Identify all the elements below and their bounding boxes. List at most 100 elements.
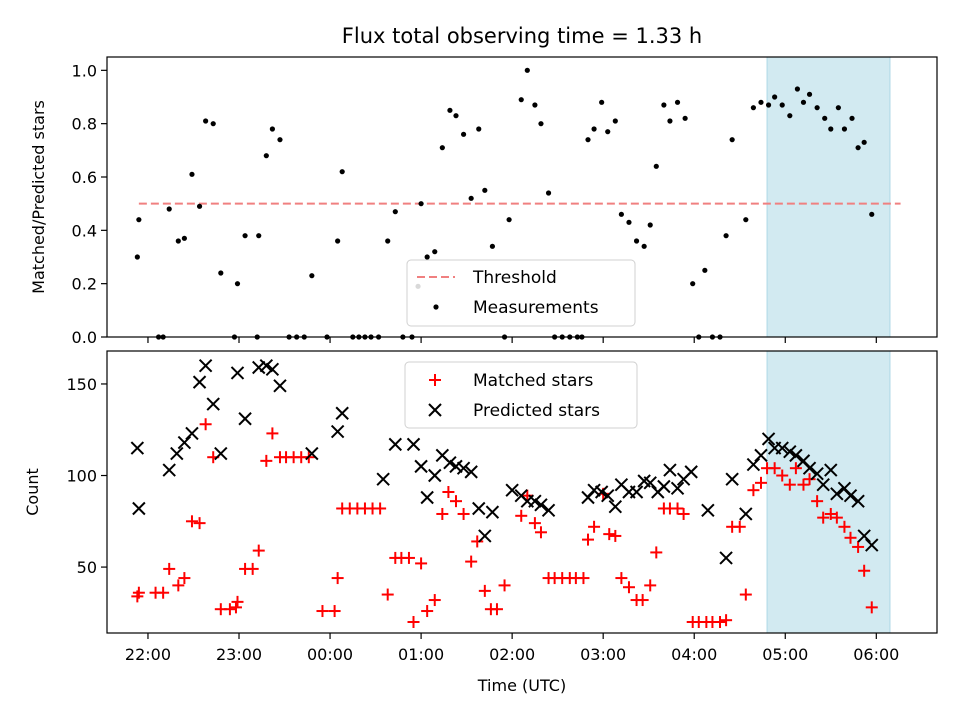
predicted-point bbox=[505, 483, 519, 497]
matched-point bbox=[817, 511, 830, 524]
measurement-point bbox=[828, 126, 834, 132]
matched-point bbox=[636, 594, 649, 607]
measurement-point bbox=[453, 113, 459, 119]
predicted-point bbox=[701, 503, 715, 518]
predicted-point bbox=[857, 529, 871, 543]
predicted-point bbox=[388, 437, 403, 452]
measurement-point bbox=[861, 139, 867, 145]
predicted-point bbox=[162, 463, 176, 477]
measurement-point bbox=[203, 118, 209, 124]
measurement-point bbox=[599, 99, 605, 105]
x-tick-label: 23:00 bbox=[216, 645, 262, 664]
matched-point bbox=[457, 507, 470, 520]
legend-threshold-label: Threshold bbox=[472, 268, 557, 288]
predicted-point bbox=[761, 432, 776, 446]
measurement-point bbox=[218, 270, 224, 276]
measurement-point bbox=[772, 94, 778, 100]
x-tick-label: 00:00 bbox=[307, 645, 353, 664]
matched-point bbox=[421, 605, 434, 618]
predicted-point bbox=[192, 375, 207, 389]
legend-measurement-swatch bbox=[433, 304, 439, 310]
matched-point bbox=[747, 484, 760, 497]
x-tick-label: 01:00 bbox=[398, 645, 444, 664]
matched-point bbox=[185, 515, 198, 528]
predicted-point bbox=[789, 448, 803, 463]
measurement-point bbox=[765, 102, 772, 108]
x-tick-label: 06:00 bbox=[853, 645, 899, 664]
y-tick-label: 0.4 bbox=[72, 221, 97, 240]
bottom-legend-box bbox=[404, 361, 638, 429]
measurement-point bbox=[750, 105, 756, 111]
matched-point bbox=[436, 507, 449, 520]
measurement-point bbox=[661, 102, 667, 108]
matched-point bbox=[852, 540, 865, 553]
predicted-point bbox=[335, 406, 349, 420]
measurement-point bbox=[841, 126, 848, 132]
measurement-point bbox=[729, 137, 735, 143]
matched-point bbox=[622, 581, 635, 594]
y-tick-label: 0.6 bbox=[72, 168, 97, 187]
predicted-point bbox=[746, 457, 761, 472]
matched-point bbox=[534, 526, 547, 539]
measurement-point bbox=[269, 126, 275, 132]
measurement-point bbox=[242, 233, 248, 239]
top-legend: Threshold Measurements bbox=[406, 259, 636, 327]
predicted-point bbox=[684, 465, 698, 479]
measurement-point bbox=[234, 281, 241, 287]
measurement-point bbox=[468, 195, 474, 201]
legend-matched-label: Matched stars bbox=[473, 371, 593, 391]
x-tick-label: 02:00 bbox=[489, 645, 535, 664]
y-tick-label: 0.0 bbox=[72, 328, 97, 347]
measurement-point bbox=[674, 99, 681, 105]
predicted-point bbox=[230, 366, 245, 380]
matched-point bbox=[231, 595, 244, 608]
measurement-point bbox=[385, 238, 391, 244]
matched-point bbox=[266, 427, 279, 440]
predicted-point bbox=[252, 360, 266, 375]
measurement-point bbox=[339, 169, 345, 175]
matched-point bbox=[252, 544, 265, 557]
matched-point bbox=[609, 529, 622, 542]
matched-point bbox=[157, 586, 170, 599]
predicted-point bbox=[420, 490, 434, 505]
matched-point bbox=[671, 502, 684, 515]
matched-point bbox=[449, 495, 462, 508]
matched-point bbox=[865, 601, 878, 614]
measurement-point bbox=[794, 86, 801, 92]
predicted-point bbox=[478, 529, 492, 543]
predicted-point bbox=[414, 459, 428, 474]
measurement-point bbox=[166, 206, 172, 212]
measurement-point bbox=[647, 222, 653, 228]
measurement-point bbox=[439, 145, 445, 151]
x-tick-label: 04:00 bbox=[671, 645, 717, 664]
measurement-point bbox=[506, 217, 512, 223]
y-tick-label: 50 bbox=[77, 558, 97, 577]
matched-point bbox=[193, 517, 206, 530]
x-axis-label: Time (UTC) bbox=[477, 676, 566, 695]
matched-point bbox=[402, 551, 415, 564]
predicted-point bbox=[802, 461, 817, 475]
matched-point bbox=[428, 594, 441, 607]
predicted-point bbox=[170, 446, 184, 461]
matched-point bbox=[677, 507, 690, 520]
measurement-point bbox=[482, 187, 488, 193]
legend-matched-swatch bbox=[429, 374, 441, 386]
matched-point bbox=[824, 507, 837, 520]
top-axes-frame bbox=[106, 56, 938, 338]
matched-point bbox=[733, 520, 746, 533]
matched-point bbox=[603, 528, 616, 541]
measurement-point bbox=[814, 105, 820, 111]
measurement-point bbox=[869, 211, 875, 217]
measurement-point bbox=[460, 131, 467, 137]
chart-title: Flux total observing time = 1.33 h bbox=[342, 24, 702, 48]
predicted-point bbox=[754, 448, 768, 463]
matched-point bbox=[132, 586, 145, 599]
predicted-point bbox=[865, 538, 879, 552]
matched-point bbox=[844, 531, 857, 544]
measurement-point bbox=[309, 273, 315, 279]
matched-point bbox=[803, 473, 816, 486]
measurement-point bbox=[633, 238, 640, 244]
measurement-point bbox=[489, 243, 496, 249]
matched-point bbox=[776, 469, 789, 482]
